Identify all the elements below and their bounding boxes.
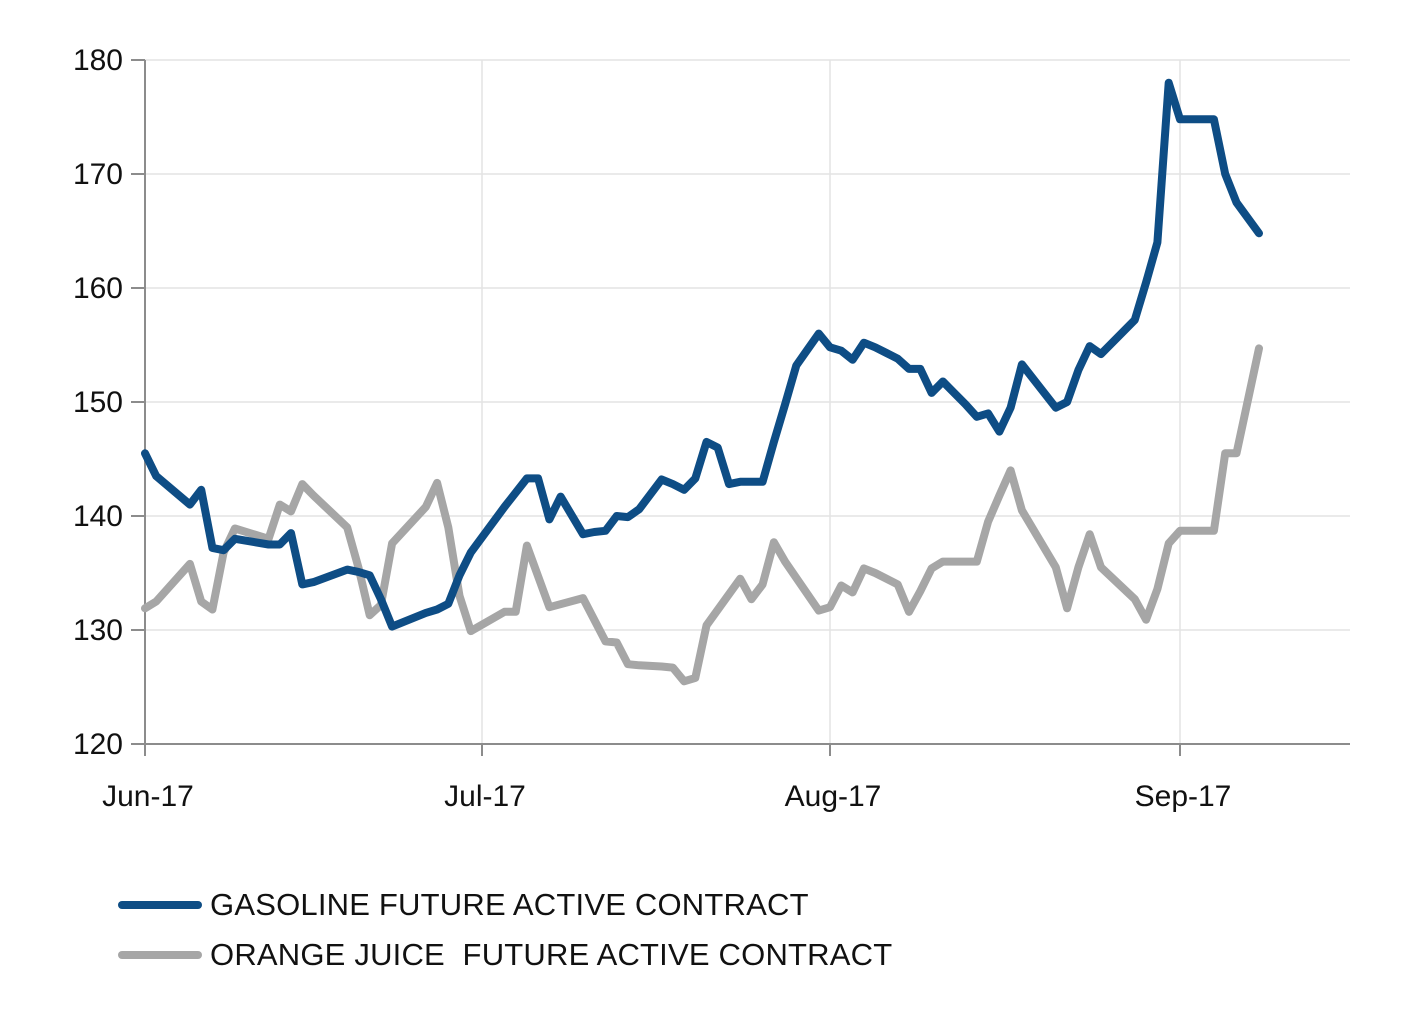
y-tick-labels: 120 130 140 150 160 170 180	[73, 44, 123, 761]
gridlines	[145, 59, 1350, 744]
y-tick-label: 120	[73, 728, 123, 761]
y-tick-label: 160	[73, 272, 123, 305]
series-lines	[141, 78, 1263, 686]
legend-swatch-gasoline	[118, 901, 202, 909]
series-line-orange-juice	[141, 344, 1263, 686]
legend-item-orange-juice[interactable]: ORANGE JUICE FUTURE ACTIVE CONTRACT	[118, 930, 892, 980]
y-tick-label: 180	[73, 44, 123, 77]
legend-swatch-orange-juice	[118, 951, 202, 959]
y-tick-label: 140	[73, 500, 123, 533]
x-tick-label: Jul-17	[444, 780, 526, 813]
legend-label-orange-juice: ORANGE JUICE FUTURE ACTIVE CONTRACT	[210, 937, 893, 972]
legend: GASOLINE FUTURE ACTIVE CONTRACT ORANGE J…	[118, 880, 892, 980]
line-chart: 120 130 140 150 160 170 180 Jun-17 Jul-17 Aug-17…	[73, 44, 1350, 813]
y-tick-label: 170	[73, 158, 123, 191]
x-tick-label: Aug-17	[785, 780, 882, 813]
axes	[131, 59, 1350, 756]
x-tick-labels: Jun-17 Jul-17 Aug-17 Sep-17	[102, 780, 1231, 813]
y-tick-label: 150	[73, 386, 123, 419]
x-tick-label: Sep-17	[1135, 780, 1232, 813]
x-tick-label: Jun-17	[102, 780, 194, 813]
legend-item-gasoline[interactable]: GASOLINE FUTURE ACTIVE CONTRACT	[118, 880, 892, 930]
y-tick-label: 130	[73, 614, 123, 647]
legend-label-gasoline: GASOLINE FUTURE ACTIVE CONTRACT	[210, 887, 809, 922]
series-line-gasoline	[141, 78, 1263, 631]
